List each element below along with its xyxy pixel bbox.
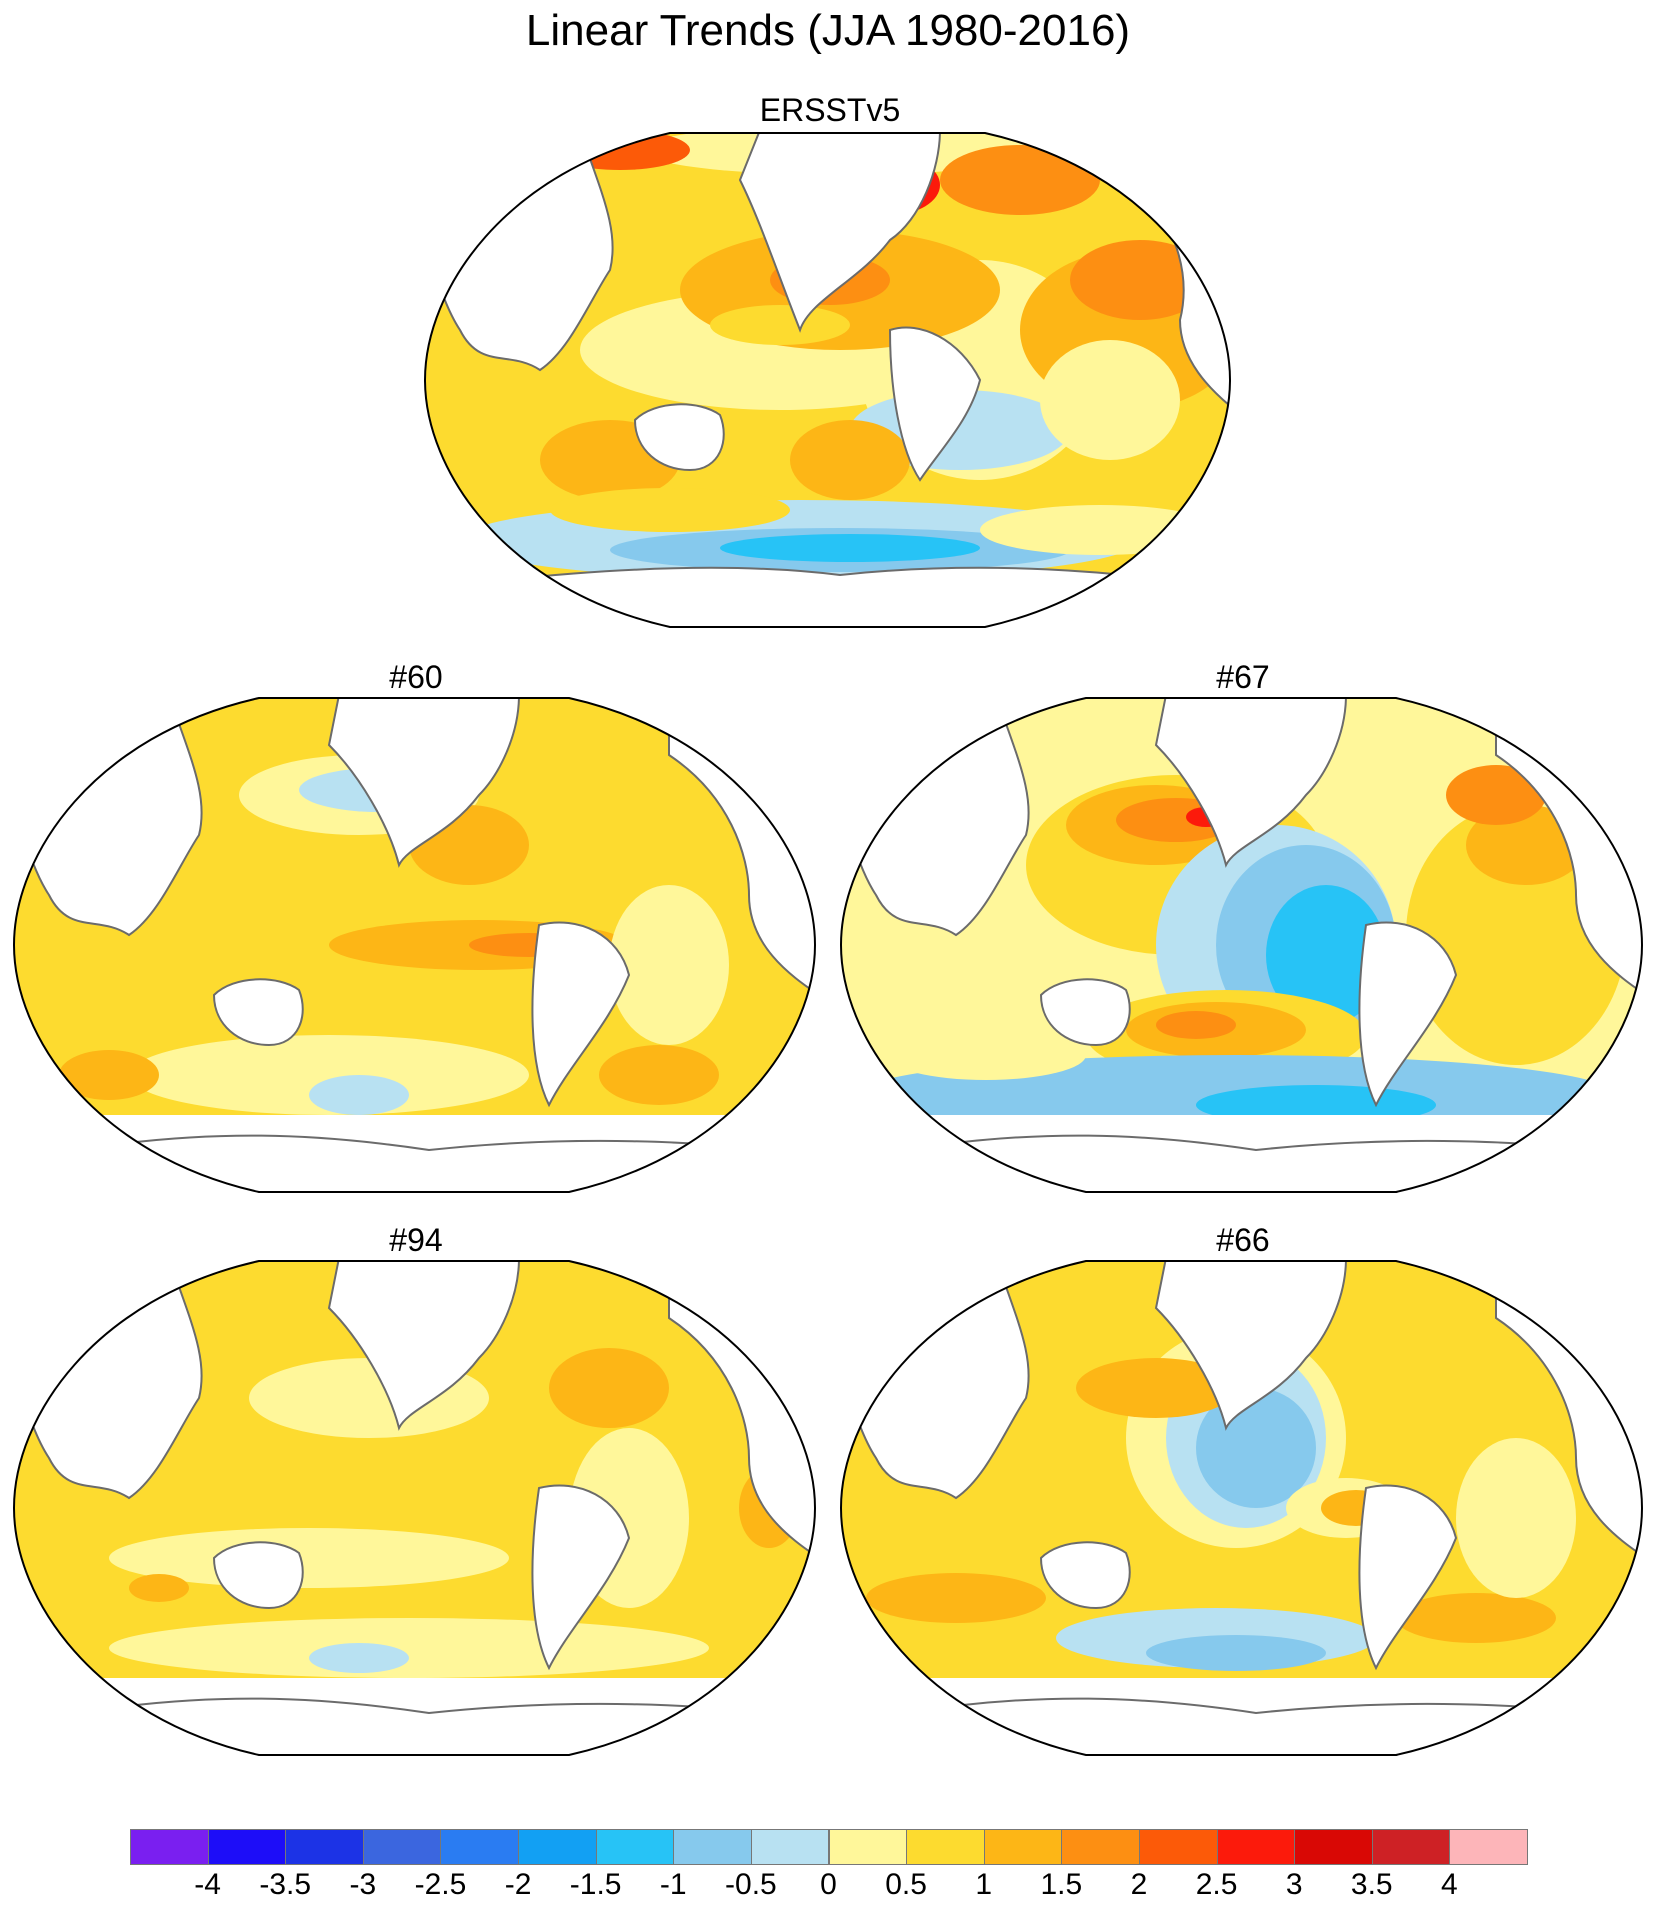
colorbar-label: 0 [820, 1868, 837, 1901]
colorbar-swatch [518, 1829, 597, 1865]
colorbar-swatch [1216, 1829, 1296, 1865]
colorbar-label: -3.5 [259, 1868, 312, 1901]
map-panel-67 [839, 697, 1644, 1193]
colorbar-swatch [440, 1829, 520, 1865]
colorbar-label: -0.5 [725, 1868, 777, 1901]
panel-title-60: #60 [389, 659, 443, 695]
colorbar-label: -2.5 [414, 1868, 467, 1901]
colorbar-label: 0.5 [885, 1868, 927, 1901]
colorbar-swatch [285, 1829, 364, 1865]
panel-title-67: #67 [1216, 659, 1270, 695]
colorbar-label: -3 [349, 1868, 377, 1901]
colorbar-swatch [1138, 1829, 1218, 1865]
figure-title: Linear Trends (JJA 1980-2016) [525, 6, 1131, 55]
colorbar-label: 2 [1130, 1868, 1148, 1901]
colorbar-label: 3 [1285, 1868, 1303, 1901]
colorbar-label: 4 [1441, 1868, 1458, 1901]
colorbar [130, 1829, 1528, 1865]
colorbar-label: -1 [659, 1868, 687, 1901]
colorbar-swatch [595, 1829, 675, 1865]
colorbar-swatch [1061, 1829, 1140, 1865]
colorbar-label: -1.5 [569, 1868, 622, 1901]
colorbar-swatch [362, 1829, 442, 1865]
colorbar-label: -4 [194, 1868, 221, 1901]
colorbar-swatch [130, 1829, 209, 1865]
colorbar-label: 1 [975, 1868, 993, 1901]
colorbar-label: 2.5 [1195, 1868, 1238, 1901]
colorbar-swatch [207, 1829, 287, 1865]
map-panel-60 [12, 697, 817, 1193]
colorbar-swatch [828, 1829, 908, 1865]
map-panel-ersstv5 [423, 132, 1232, 628]
colorbar-label: 1.5 [1040, 1868, 1083, 1901]
colorbar-swatch [1371, 1829, 1451, 1865]
colorbar-label: 3.5 [1350, 1868, 1393, 1901]
colorbar-swatch [906, 1829, 985, 1865]
panel-title-66: #66 [1216, 1222, 1270, 1258]
panel-title-94: #94 [389, 1222, 443, 1258]
panel-title-ersstv5: ERSSTv5 [759, 92, 901, 128]
colorbar-swatch [983, 1829, 1063, 1865]
map-panel-66 [839, 1260, 1644, 1756]
colorbar-swatch [750, 1829, 830, 1865]
map-panel-94 [12, 1260, 817, 1756]
colorbar-label: -2 [504, 1868, 532, 1901]
colorbar-swatch [1449, 1829, 1528, 1865]
colorbar-swatch [673, 1829, 752, 1865]
colorbar-swatch [1294, 1829, 1373, 1865]
